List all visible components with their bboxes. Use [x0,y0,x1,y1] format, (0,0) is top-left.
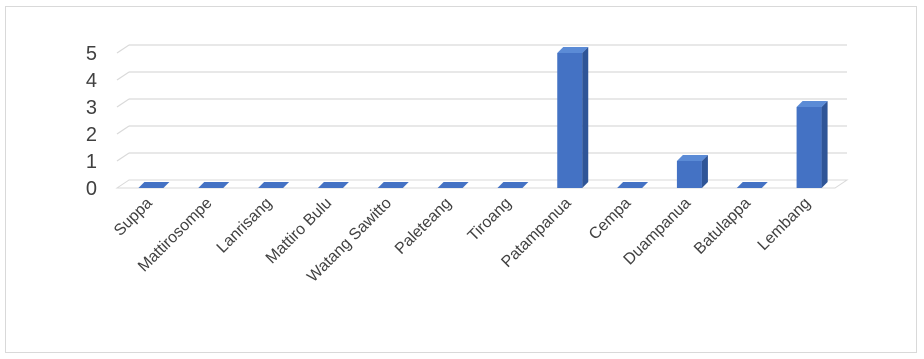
x-tick-label: Batulappa [691,195,754,258]
bar-top [198,182,230,188]
bar-front [796,107,822,188]
y-tick-label: 0 [86,178,97,200]
bar [437,182,469,188]
bar [138,182,170,188]
bar-side [701,155,708,188]
bar-top [497,182,529,188]
bar-top [796,101,828,107]
bar-side [821,101,828,188]
x-tick-label: Paleteang [392,195,455,258]
bar [377,182,409,188]
bars [138,47,828,188]
bar [317,182,349,188]
bar-top [377,182,409,188]
bar-top [736,182,768,188]
y-tick-label: 3 [86,97,97,119]
gridline-side [116,125,130,135]
y-tick-label: 5 [86,43,97,65]
bar [676,155,708,188]
y-tick-label: 2 [86,124,97,146]
y-tick-label: 4 [86,70,97,92]
x-tick-label: Lembang [755,195,814,254]
bar-top [138,182,170,188]
bar [198,182,230,188]
bar-top [617,182,649,188]
y-tick-label: 1 [86,151,97,173]
gridline-side [116,44,130,54]
bar [736,182,768,188]
bar-top [258,182,290,188]
bar [617,182,649,188]
floor [115,179,849,189]
gridline-side [116,98,130,108]
x-tick-label: Cempa [586,195,635,244]
bar-top [557,47,589,53]
y-axis: 0 1 2 3 4 5 [86,43,97,200]
gridlines [115,44,849,189]
x-tick-label: Tiroang [465,195,515,245]
bar [497,182,529,188]
bar [557,47,589,188]
x-tick-label: Lanrisang [214,195,276,257]
gridline-side [116,152,130,162]
bar-side [582,47,589,188]
bar-top [317,182,349,188]
bar [258,182,290,188]
bar-top [437,182,469,188]
gridline-side [116,71,130,81]
bar-front [557,53,583,188]
bar [796,101,828,188]
bar-top [676,155,708,161]
bar-front [676,161,702,188]
x-tick-label: Suppa [111,195,156,240]
